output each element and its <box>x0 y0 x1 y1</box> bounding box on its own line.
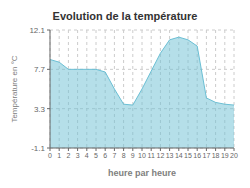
html-text:Evolution de la température: Evolution de la température <box>52 10 198 22</box>
svg-text:19: 19 <box>221 152 229 159</box>
svg-text:7: 7 <box>112 152 116 159</box>
svg-text:heure par heure: heure par heure <box>108 168 176 178</box>
svg-text:11: 11 <box>148 152 155 159</box>
svg-text:10: 10 <box>138 152 146 159</box>
svg-text:20: 20 <box>230 152 238 159</box>
svg-text:Température en °C: Température en °C <box>10 55 19 122</box>
svg-text:1: 1 <box>57 152 61 159</box>
svg-text:-1.1: -1.1 <box>31 144 45 153</box>
svg-text:3: 3 <box>76 152 80 159</box>
svg-text:12.1: 12.1 <box>29 26 45 35</box>
svg-text:7.7: 7.7 <box>34 65 46 74</box>
svg-text:3.3: 3.3 <box>34 105 46 114</box>
svg-text:0: 0 <box>48 152 52 159</box>
svg-text:16: 16 <box>193 152 201 159</box>
svg-text:5: 5 <box>94 152 98 159</box>
svg-text:12: 12 <box>157 152 165 159</box>
svg-text:8: 8 <box>122 152 126 159</box>
svg-text:15: 15 <box>184 152 192 159</box>
svg-text:9: 9 <box>131 152 135 159</box>
svg-text:14: 14 <box>175 152 183 159</box>
svg-text:13: 13 <box>166 152 174 159</box>
svg-text:6: 6 <box>103 152 107 159</box>
svg-text:18: 18 <box>212 152 220 159</box>
svg-text:17: 17 <box>203 152 211 159</box>
svg-text:4: 4 <box>85 152 89 159</box>
svg-text:2: 2 <box>66 152 70 159</box>
